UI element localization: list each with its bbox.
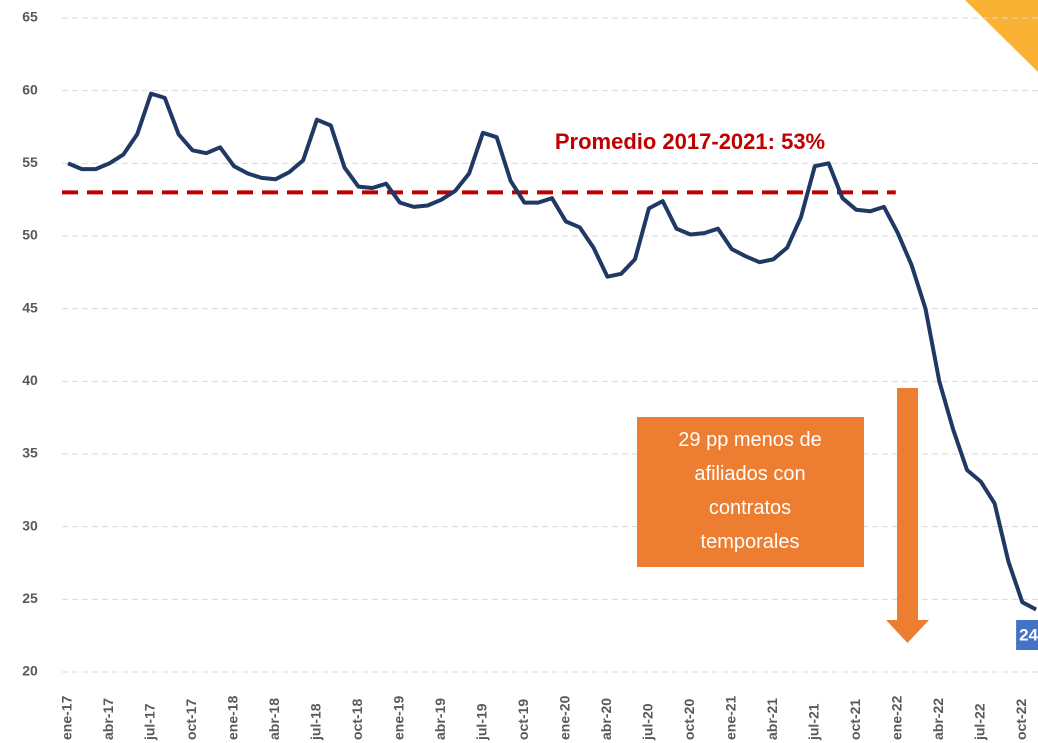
x-tick-label: ene-17 [59,695,75,740]
average-label: Promedio 2017-2021: 53% [555,129,825,154]
x-tick-label: abr-18 [266,698,282,740]
x-tick-label: jul-19 [474,703,490,741]
x-tick-label: ene-18 [225,695,241,740]
x-tick-label: oct-18 [349,699,365,740]
x-tick-label: oct-20 [681,699,697,740]
x-tick-label: ene-20 [557,695,573,740]
y-tick-label: 25 [22,590,38,606]
y-tick-label: 60 [22,81,38,97]
x-tick-label: abr-17 [100,698,116,740]
y-tick-label: 65 [22,9,38,25]
x-tick-label: oct-19 [515,699,531,740]
x-tick-label: jul-17 [142,703,158,741]
corner-decoration [965,0,1038,72]
line [67,91,1038,612]
y-tick-label: 45 [22,299,38,315]
x-tick-label: abr-21 [764,698,780,740]
y-tick-label: 55 [22,154,38,170]
grid: 20 25 30 35 40 45 50 55 60 65 ene-17 abr-17 jul-17 oc… [22,9,1038,741]
x-tick-label: jul-18 [308,703,324,741]
x-tick-label: abr-20 [598,698,614,740]
x-tick-label: oct-21 [847,699,863,740]
annotation-line: afiliados con [694,463,805,485]
x-tick-label: abr-22 [930,698,946,740]
data-label-box [1016,620,1038,650]
x-tick-label: jul-22 [971,703,987,741]
y-tick-label: 35 [22,445,38,461]
x-tick-label: oct-17 [183,699,199,740]
annotation-line: contratos [709,497,791,519]
annotation: 29 pp menos de afiliados con contratos temp… [678,429,821,553]
x-tick-label: jul-20 [640,703,656,741]
y-tick-label: 40 [22,372,38,388]
x-tick-label: ene-19 [391,695,407,740]
x-tick-label: ene-22 [889,695,905,740]
plot: Promedio 2017-2021: 53% 24 [62,91,1038,650]
annotation-line: temporales [701,531,800,553]
x-tick-label: abr-19 [432,698,448,740]
annotation-box [637,417,864,567]
annotation-line: 29 pp menos de [678,429,821,451]
arrow [886,388,929,643]
y-tick-label: 50 [22,227,38,243]
y-tick-label: 20 [22,663,38,679]
x-tick-label: ene-21 [723,695,739,740]
y-tick-label: 30 [22,517,38,533]
x-tick-label: jul-21 [806,703,822,741]
x-tick-label: oct-22 [1013,699,1029,740]
data-label: 24 [1019,625,1038,644]
